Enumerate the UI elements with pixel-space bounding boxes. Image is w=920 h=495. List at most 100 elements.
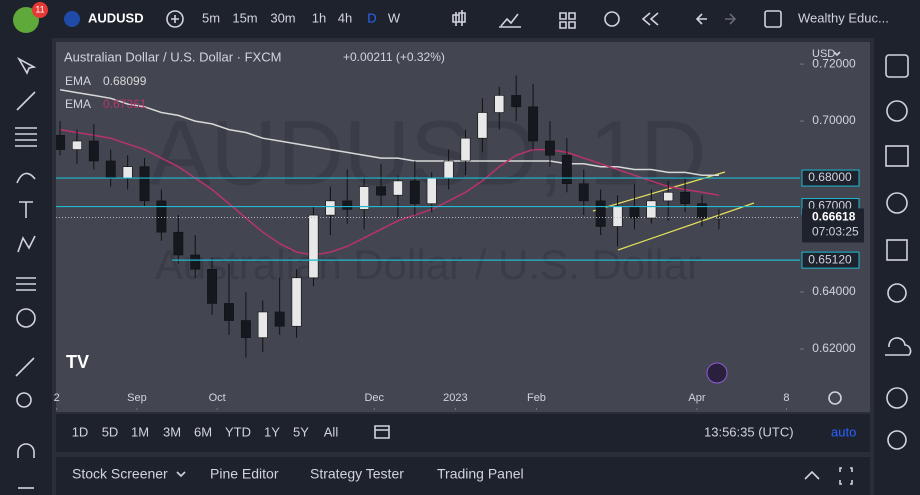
text-tool[interactable]	[19, 201, 33, 218]
magnet[interactable]	[17, 443, 35, 458]
panel-tab[interactable]: Trading Panel	[437, 466, 524, 482]
screener-menu[interactable]	[176, 471, 186, 478]
interval[interactable]: 30m	[270, 10, 295, 25]
interval[interactable]: 5m	[202, 10, 220, 25]
pattern[interactable]	[17, 235, 36, 253]
interval[interactable]: D	[367, 10, 376, 25]
candle-body	[561, 154, 572, 185]
range-button[interactable]: 3M	[163, 424, 181, 439]
candle-body	[240, 320, 251, 338]
candle-body	[376, 186, 386, 196]
candle-body	[646, 200, 657, 219]
candle-body	[72, 140, 82, 150]
logo[interactable]	[13, 7, 39, 33]
candle-body	[190, 254, 201, 270]
range-button[interactable]: All	[324, 424, 339, 439]
interval[interactable]: W	[388, 10, 401, 25]
replay[interactable]	[641, 12, 659, 26]
zoom[interactable]	[16, 392, 32, 408]
calendar[interactable]	[886, 239, 908, 261]
symbol[interactable]: AUDUSD	[88, 10, 144, 25]
chart-type[interactable]	[452, 10, 466, 26]
candle-body	[139, 166, 150, 202]
range-button[interactable]: 6M	[194, 424, 212, 439]
x-tick-label: Apr	[688, 392, 705, 404]
chat[interactable]	[885, 337, 912, 356]
news[interactable]	[885, 145, 909, 167]
candle-body	[663, 192, 674, 202]
alerts[interactable]	[886, 100, 908, 122]
candle-body	[105, 160, 116, 179]
right-tools	[885, 54, 912, 450]
layout-checkbox[interactable]	[764, 10, 782, 28]
auto-scale[interactable]: auto	[831, 424, 856, 439]
level-label: 0.68000	[808, 170, 852, 184]
prediction[interactable]	[16, 277, 36, 291]
trend-line[interactable]	[16, 91, 36, 111]
ideas[interactable]	[887, 283, 907, 303]
range-button[interactable]: YTD	[225, 424, 251, 439]
right-toolbar	[874, 38, 920, 495]
panel-tab[interactable]: Strategy Tester	[310, 466, 404, 482]
last-price-box	[802, 208, 864, 243]
panel-tab[interactable]: Pine Editor	[210, 466, 279, 482]
undo[interactable]	[695, 13, 707, 25]
badge-count: 11	[35, 4, 44, 14]
help[interactable]	[887, 430, 907, 450]
level-label: 0.65120	[808, 252, 852, 266]
clock: 13:56:35 (UTC)	[704, 424, 794, 439]
candle-body	[545, 140, 555, 156]
range-button[interactable]: 1Y	[264, 424, 280, 439]
fullscreen[interactable]	[839, 467, 853, 485]
watchlist[interactable]	[885, 54, 909, 78]
brush[interactable]	[16, 172, 36, 184]
level-label-box	[801, 169, 860, 187]
event-icon[interactable]	[706, 362, 728, 384]
candle-body	[511, 95, 522, 108]
flag	[64, 11, 80, 27]
streams[interactable]	[886, 387, 908, 409]
candle-body	[207, 268, 218, 304]
add-symbol[interactable]	[166, 10, 184, 28]
candle-body	[88, 140, 99, 162]
range-button[interactable]: 1M	[131, 424, 149, 439]
data-window[interactable]	[886, 192, 908, 214]
icons[interactable]	[16, 308, 36, 328]
ruler[interactable]	[15, 357, 35, 377]
maximize-panel[interactable]	[804, 470, 820, 480]
candle-body	[528, 106, 539, 142]
interval[interactable]: 1h	[312, 10, 326, 25]
indicators[interactable]	[499, 13, 521, 28]
drawing-tools	[15, 56, 37, 489]
ema-value: 0.68099	[103, 74, 147, 88]
candle-body	[56, 135, 66, 150]
currency[interactable]: USD	[812, 48, 835, 60]
range-button[interactable]: 1D	[72, 424, 89, 439]
panel-tab[interactable]: Stock Screener	[72, 466, 168, 482]
candle-body	[274, 311, 285, 327]
interval[interactable]: 4h	[338, 10, 352, 25]
date-range[interactable]	[374, 425, 390, 439]
interval[interactable]: 15m	[232, 10, 257, 25]
account[interactable]: Wealthy Educ...	[798, 10, 889, 25]
candle-body	[291, 277, 302, 327]
range-button[interactable]: 5Y	[293, 424, 309, 439]
alert[interactable]	[604, 11, 620, 27]
x-tick-label: Feb	[527, 392, 546, 404]
candle-body	[342, 200, 353, 210]
countdown: 07:03:25	[812, 225, 859, 239]
candle-body	[629, 206, 640, 219]
currency-menu[interactable]	[833, 51, 841, 57]
cursor[interactable]	[16, 56, 37, 75]
redo[interactable]	[725, 13, 737, 25]
left-toolbar	[0, 38, 52, 495]
candle-body	[173, 231, 184, 256]
settings[interactable]	[828, 391, 842, 405]
candle-body	[443, 160, 454, 179]
fib[interactable]	[15, 127, 37, 147]
layouts[interactable]	[559, 12, 576, 29]
range-button[interactable]: 5D	[102, 424, 119, 439]
level-label-box	[801, 251, 860, 269]
